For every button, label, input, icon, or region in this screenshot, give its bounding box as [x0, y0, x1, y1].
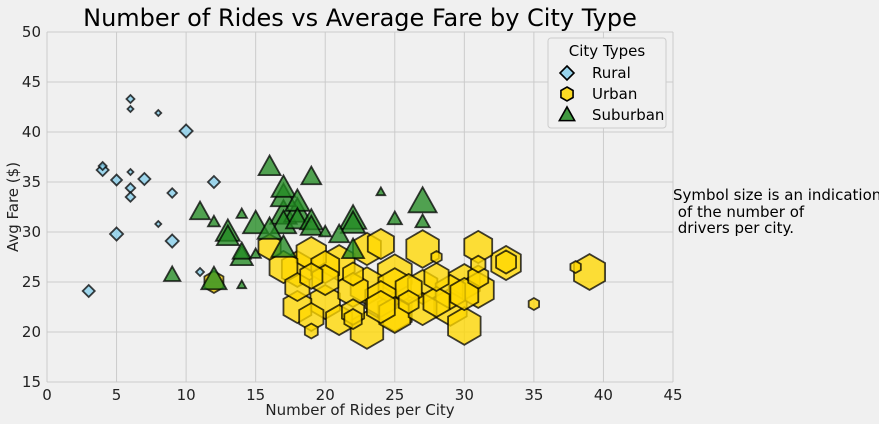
suburban-point — [407, 185, 439, 214]
x-tick-label: 45 — [663, 386, 682, 404]
y-axis-label: Avg Fare ($) — [4, 162, 22, 252]
urban-point — [470, 254, 487, 274]
urban-point — [467, 264, 490, 290]
data-points — [81, 93, 606, 350]
x-tick-label: 10 — [177, 386, 196, 404]
x-tick-label: 25 — [385, 386, 404, 404]
urban-point — [299, 262, 324, 290]
urban-point — [430, 249, 443, 265]
x-tick-label: 40 — [594, 386, 613, 404]
legend-title: City Types — [569, 42, 646, 60]
y-tick-label: 30 — [22, 223, 41, 241]
series-rural — [81, 93, 222, 299]
x-tick-labels: 0 5 10 15 20 25 30 35 40 45 — [42, 386, 682, 404]
rural-point — [206, 174, 222, 190]
urban-point — [447, 306, 482, 346]
suburban-point — [241, 208, 270, 235]
legend-rural-marker — [558, 64, 576, 82]
suburban-point — [235, 278, 248, 290]
x-tick-label: 35 — [524, 386, 543, 404]
legend-rural-label: Rural — [592, 64, 631, 82]
rural-point — [178, 123, 194, 139]
y-tick-labels: 15 20 25 30 35 40 45 50 — [22, 23, 41, 391]
suburban-point — [269, 233, 298, 258]
suburban-point — [386, 209, 404, 226]
y-tick-label: 45 — [22, 73, 41, 91]
rural-point — [166, 186, 179, 200]
legend-urban-label: Urban — [592, 85, 637, 103]
urban-point — [366, 289, 396, 325]
suburban-point — [188, 199, 212, 221]
suburban-point — [339, 209, 367, 234]
suburban-point — [327, 222, 351, 244]
suburban-point — [374, 185, 387, 197]
suburban-point — [231, 240, 253, 260]
y-tick-label: 35 — [22, 173, 41, 191]
urban-point — [343, 307, 363, 331]
y-tick-label: 25 — [22, 273, 41, 291]
rural-point — [125, 93, 136, 105]
rural-point — [137, 171, 152, 187]
suburban-point — [257, 153, 283, 176]
suburban-point — [256, 215, 284, 240]
urban-point — [342, 261, 364, 287]
urban-point — [422, 285, 451, 319]
suburban-point — [235, 206, 249, 219]
suburban-point — [299, 213, 324, 236]
rural-point — [164, 233, 181, 249]
suburban-point — [215, 223, 241, 246]
suburban-point — [162, 264, 182, 282]
urban-point — [366, 227, 395, 261]
urban-point — [569, 259, 582, 275]
suburban-point — [340, 236, 366, 259]
urban-point — [527, 296, 540, 312]
legend-box — [547, 37, 667, 129]
y-tick-label: 20 — [22, 323, 41, 341]
legend-urban-marker — [560, 86, 574, 102]
rural-point — [108, 226, 125, 242]
rural-point — [97, 160, 108, 172]
rural-point — [124, 190, 137, 204]
urban-point — [303, 322, 319, 340]
legend-suburban-label: Suburban — [592, 106, 664, 124]
x-tick-label: 20 — [316, 386, 335, 404]
x-axis-label: Number of Rides per City — [265, 401, 454, 419]
suburban-point — [269, 173, 298, 198]
x-tick-label: 5 — [112, 386, 122, 404]
rural-point — [109, 173, 124, 187]
rural-point — [154, 108, 163, 118]
urban-point — [397, 289, 420, 315]
rural-point — [126, 167, 135, 177]
suburban-point — [199, 264, 229, 291]
rural-point — [81, 283, 97, 299]
rural-point — [126, 104, 135, 114]
chart-title: Number of Rides vs Average Fare by City … — [83, 4, 637, 32]
suburban-point — [299, 164, 323, 186]
series-suburban — [162, 153, 439, 291]
x-tick-label: 15 — [246, 386, 265, 404]
size-annotation: Symbol size is an indication of the numb… — [673, 186, 879, 237]
urban-point — [495, 249, 517, 275]
suburban-point — [317, 223, 333, 238]
suburban-point — [206, 213, 222, 228]
legend-suburban-marker — [557, 105, 577, 122]
series-urban — [203, 227, 606, 350]
x-tick-label: 0 — [42, 386, 52, 404]
suburban-point — [413, 212, 432, 229]
suburban-point — [248, 246, 263, 259]
rural-point — [194, 266, 206, 278]
legend: City Types Rural Urban Suburban — [547, 37, 667, 129]
x-tick-label: 30 — [455, 386, 474, 404]
urban-point — [423, 261, 450, 293]
y-tick-label: 40 — [22, 123, 41, 141]
y-tick-label: 15 — [22, 373, 41, 391]
rural-point — [154, 219, 163, 229]
y-tick-label: 50 — [22, 23, 41, 41]
